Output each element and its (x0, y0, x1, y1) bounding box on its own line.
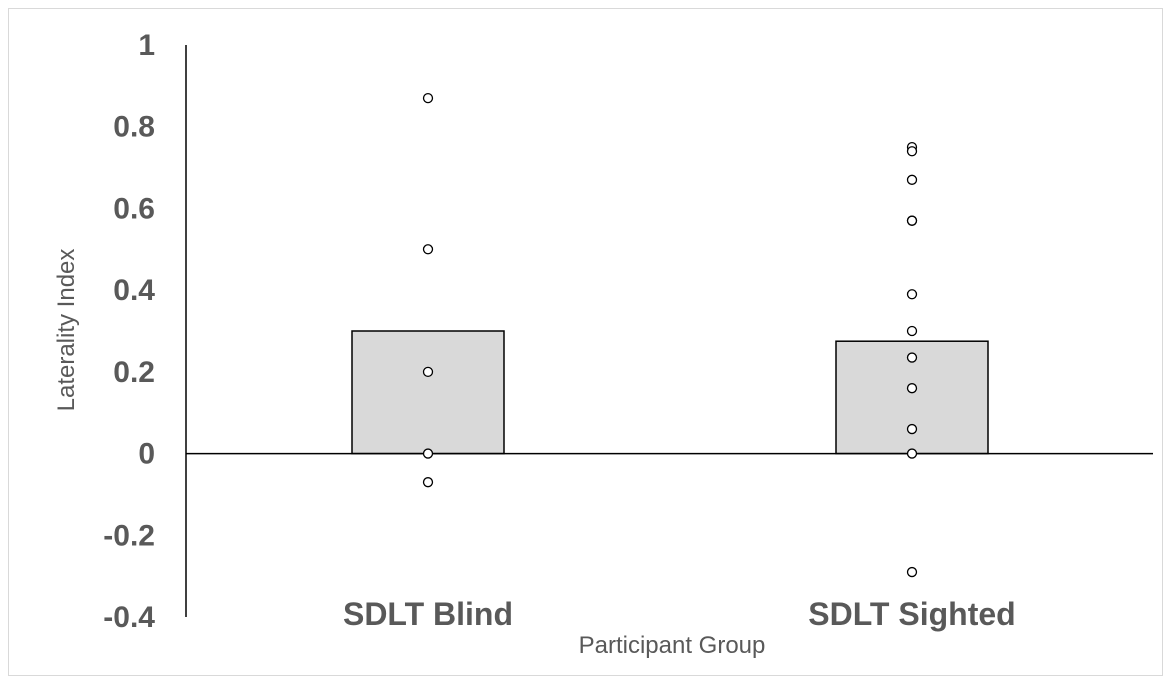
data-point (422, 477, 434, 488)
y-tick-label: 1 (138, 29, 155, 62)
y-tick-label: 0.2 (113, 356, 155, 389)
y-tick-label: 0.6 (113, 192, 155, 225)
data-point (906, 352, 918, 363)
y-tick-label: 0.8 (113, 111, 155, 144)
bar (351, 330, 505, 455)
category-label: SDLT Blind (343, 596, 513, 632)
data-point (906, 448, 918, 459)
y-tick-label: 0 (138, 438, 155, 471)
x-axis-title: Participant Group (579, 632, 766, 659)
data-point (906, 383, 918, 394)
y-tick-label: -0.2 (103, 519, 155, 552)
data-points (422, 92, 918, 578)
bars (351, 330, 989, 455)
data-point (906, 215, 918, 226)
data-point (906, 566, 918, 578)
category-labels: SDLT Blind SDLT Sighted (343, 596, 1016, 632)
data-point (906, 289, 918, 300)
data-point (906, 325, 918, 337)
y-tick-label: -0.4 (103, 601, 155, 634)
category-label: SDLT Sighted (808, 596, 1015, 632)
data-point (422, 366, 434, 378)
y-tick-labels: 1 0.8 0.6 0.4 0.2 0 -0.2 -0.4 (103, 29, 155, 634)
data-point (422, 92, 434, 104)
data-point (422, 244, 434, 255)
data-point (906, 174, 918, 185)
y-tick-label: 0.4 (113, 274, 155, 307)
y-axis-title: Laterality Index (53, 249, 80, 412)
data-point (422, 448, 434, 459)
data-point (906, 423, 918, 435)
data-point (906, 146, 918, 157)
